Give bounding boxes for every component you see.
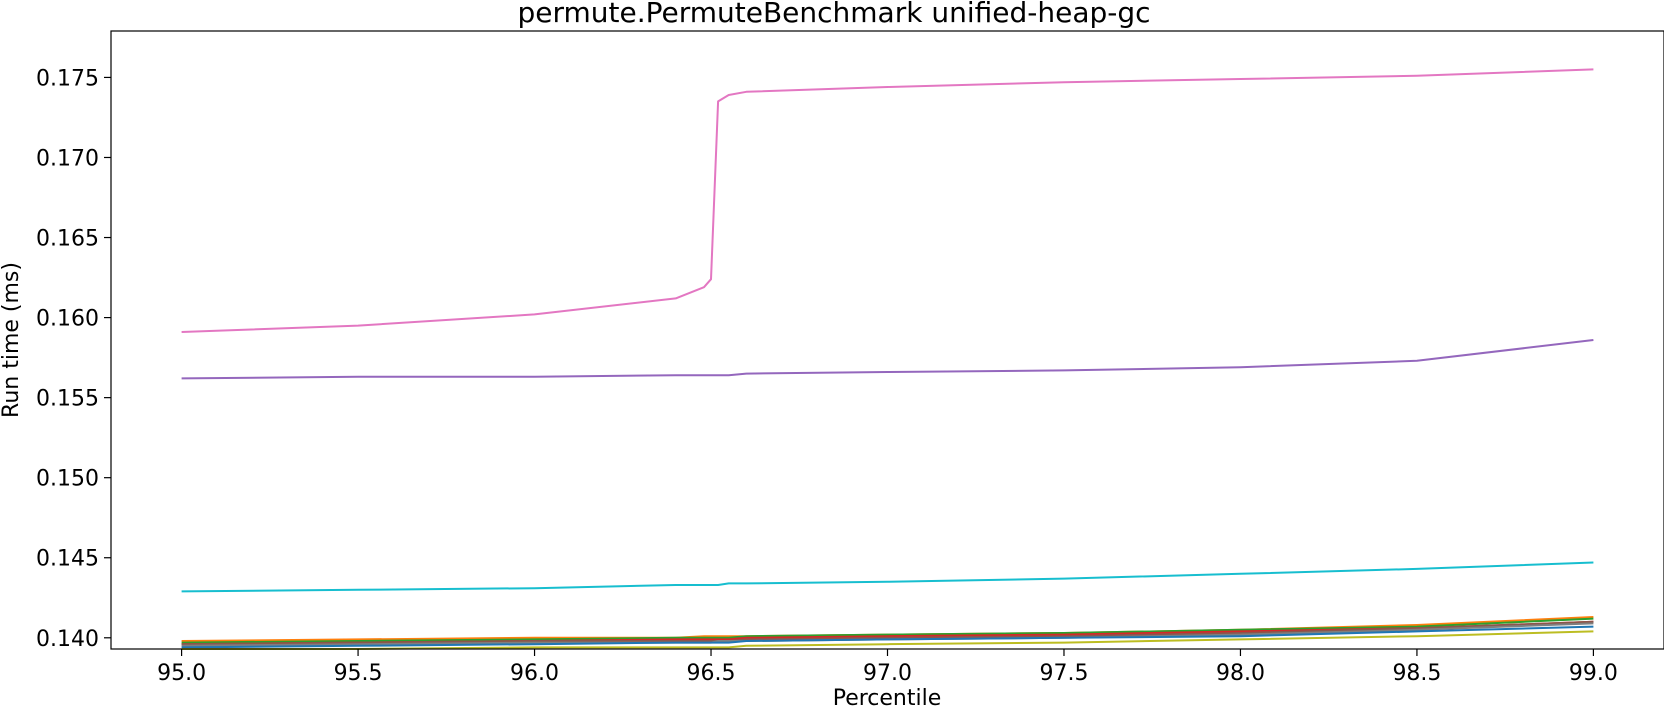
x-tick-label: 95.5 (334, 661, 383, 686)
y-tick-label: 0.170 (36, 146, 99, 171)
y-axis: 0.140 0.145 0.150 0.155 0.160 0.165 0.170 0.175 (36, 66, 111, 652)
series-line-5 (181, 617, 1594, 644)
x-tick-label: 98.5 (1392, 661, 1441, 686)
series-line-9 (181, 625, 1594, 649)
x-tick-label: 96.0 (510, 661, 559, 686)
x-tick-label: 99.0 (1569, 661, 1618, 686)
x-tick-label: 97.5 (1039, 661, 1088, 686)
y-tick-label: 0.150 (36, 467, 99, 492)
x-axis-label: Percentile (833, 686, 942, 710)
y-tick-label: 0.165 (36, 227, 99, 252)
y-tick-label: 0.160 (36, 307, 99, 332)
series-line-3 (181, 561, 1594, 593)
y-axis-label: Run time (ms) (0, 262, 24, 418)
x-tick-label: 97.0 (863, 661, 912, 686)
y-tick-label: 0.140 (36, 627, 99, 652)
y-tick-label: 0.145 (36, 547, 99, 572)
series-lines (181, 68, 1594, 650)
x-tick-label: 98.0 (1216, 661, 1265, 686)
y-tick-label: 0.175 (36, 66, 99, 91)
chart-title: permute.PermuteBenchmark unified-heap-gc (517, 0, 1150, 29)
series-line-10 (181, 630, 1594, 650)
plot-frame (110, 30, 1664, 650)
series-line-1 (181, 68, 1594, 333)
x-tick-label: 95.0 (157, 661, 206, 686)
x-axis: 95.0 95.5 96.0 96.5 97.0 97.5 98.0 98.5 99.0 (157, 649, 1618, 686)
series-line-2 (181, 339, 1594, 380)
y-tick-label: 0.155 (36, 387, 99, 412)
series-line-8 (181, 622, 1594, 647)
x-tick-label: 96.5 (687, 661, 736, 686)
